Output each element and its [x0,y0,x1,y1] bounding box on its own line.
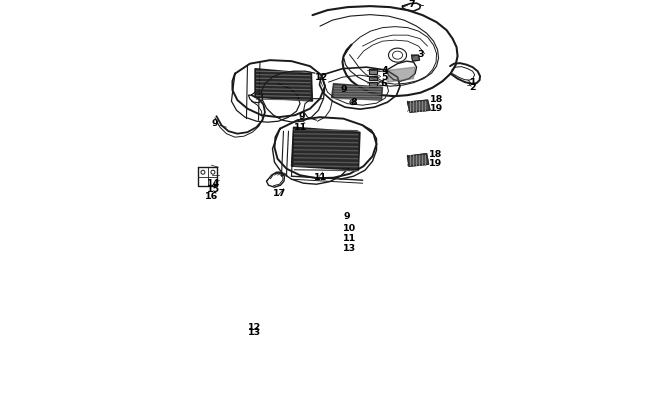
Text: 7: 7 [409,0,415,9]
Text: 3: 3 [417,50,424,59]
Text: 18: 18 [428,150,442,159]
Polygon shape [387,68,415,83]
Text: 9: 9 [298,111,305,120]
Text: 13: 13 [248,327,261,336]
Polygon shape [291,128,360,171]
Text: 10: 10 [343,224,356,232]
Text: 9: 9 [343,211,350,220]
Text: 18: 18 [430,95,443,104]
Text: 12: 12 [248,322,261,331]
Text: 9: 9 [211,118,218,127]
Text: 13: 13 [343,243,356,252]
Text: 12: 12 [315,72,328,81]
Polygon shape [332,85,383,101]
Text: 17: 17 [272,188,286,197]
Polygon shape [369,70,376,75]
Polygon shape [369,83,376,87]
Polygon shape [411,56,419,62]
Text: 1: 1 [469,77,476,86]
Text: 19: 19 [428,158,442,167]
Polygon shape [408,101,430,113]
Text: 9: 9 [341,85,347,94]
Polygon shape [255,70,313,102]
Text: 15: 15 [207,185,220,194]
Text: 4: 4 [382,66,388,75]
Text: 2: 2 [469,83,476,92]
Text: 6: 6 [380,79,387,88]
Text: 5: 5 [382,72,388,81]
Text: 16: 16 [205,191,218,200]
Text: 11: 11 [343,233,356,242]
Polygon shape [408,154,428,167]
Text: 19: 19 [430,103,443,113]
Text: 11: 11 [294,122,307,131]
Text: 11: 11 [313,172,327,181]
Text: 8: 8 [350,98,358,107]
Polygon shape [369,77,376,81]
Text: 14: 14 [207,178,220,187]
